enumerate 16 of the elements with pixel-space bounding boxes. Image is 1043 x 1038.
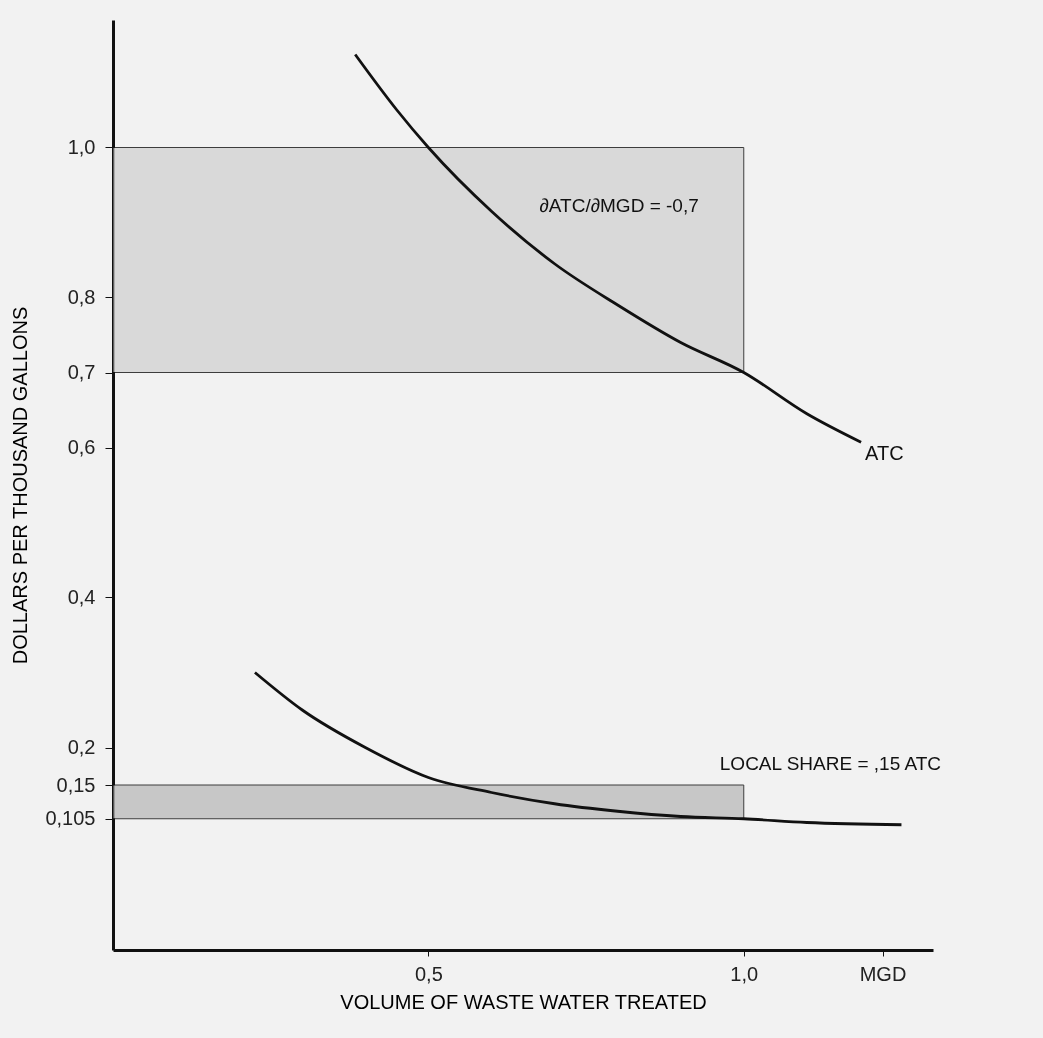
y-tick-label: 0,7 xyxy=(67,361,96,383)
y-tick-label: 0,2 xyxy=(67,736,96,758)
x-tick-label: MGD xyxy=(859,962,907,985)
x-tick-label: 0,5 xyxy=(414,962,443,985)
x-axis-title: VOLUME OF WASTE WATER TREATED xyxy=(340,990,707,1013)
y-tick-label: 0,6 xyxy=(67,436,96,458)
y-tick-label: 0,105 xyxy=(45,807,96,830)
y-tick-label: 1,0 xyxy=(67,136,96,158)
annotation: LOCAL SHARE = ,15 ATC xyxy=(719,753,942,774)
y-axis-title: DOLLARS PER THOUSAND GALLONS xyxy=(9,306,32,665)
x-tick-label: 1,0 xyxy=(730,962,759,985)
annotation: ∂ATC/∂MGD = -0,7 xyxy=(539,195,699,216)
series-label: ATC xyxy=(865,442,904,465)
y-tick-label: 0,4 xyxy=(67,586,96,608)
y-tick-label: 0,15 xyxy=(56,773,96,796)
y-tick-label: 0,8 xyxy=(67,286,96,308)
